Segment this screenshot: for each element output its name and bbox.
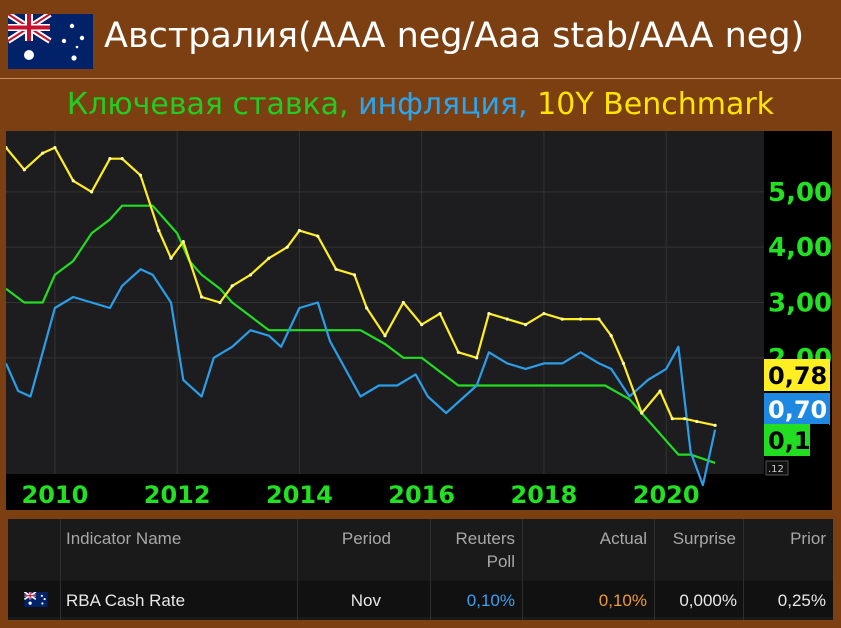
data-point [640,411,644,415]
chart-panel: 2,00 3,00 4,00 5,00 2010 2012 2014 2016 2018 2020… [4,131,832,510]
label-mask [810,424,829,462]
page-title: Австралия(AAA neg/Aaa stab/AAA neg) [104,16,805,56]
header-reuters-poll[interactable]: Reuters Poll [431,527,515,573]
data-point [71,179,75,183]
data-point [108,157,112,161]
data-point [658,389,662,393]
cell-surprise: 0,000% [679,591,737,610]
data-point [181,240,185,244]
data-point [157,228,161,233]
data-point [487,311,491,316]
data-point [267,256,271,260]
last-value-box [764,393,830,425]
data-point [523,323,528,327]
data-point [316,234,320,238]
data-point [682,417,687,421]
small-label-box [765,460,789,476]
subtitle-policy-rate: Ключевая ставка, [66,87,349,122]
header-reuters-line1: Reuters [455,529,515,548]
header-reuters-line2: Poll [486,552,515,571]
table-row[interactable] [8,581,833,617]
data-point [352,273,357,277]
cell-period: Nov [350,591,381,610]
data-point [200,295,204,299]
subtitle-bar: Ключевая ставка, инфляция, 10Y Benchmark [0,79,841,131]
data-point [285,245,289,249]
last-value-label: 0,70 [768,396,827,424]
data-point [218,300,222,305]
data-point [41,151,45,155]
data-point [456,350,460,354]
x-tick-label: 2012 [144,481,211,509]
last-value-box [764,424,818,456]
data-point [621,361,626,365]
header-indicator-name[interactable]: Indicator Name [66,529,182,548]
title-bar: Австралия(AAA neg/Aaa stab/AAA neg) [0,0,841,79]
data-point [475,356,479,360]
row-flag-icon [24,592,48,607]
data-point [542,311,546,316]
data-point [53,145,57,150]
cell-reuters-poll: 0,10% [466,591,515,610]
header-period[interactable]: Period [341,529,391,548]
data-point [169,256,173,260]
data-point [383,334,387,338]
y-tick-label: 3,00 [768,289,832,319]
y-tick-label: 4,00 [768,233,832,263]
data-point [248,273,253,277]
subtitle-benchmark: 10Y Benchmark [537,87,775,122]
data-point [420,323,424,327]
header-surprise[interactable]: Surprise [672,529,736,548]
series-line [4,268,717,487]
last-value-label: 0,1 [768,427,811,455]
data-point [401,300,405,305]
small-label: .12 [768,464,784,475]
data-point [89,190,94,194]
last-value-box [764,359,830,391]
data-point [695,419,699,424]
australia-flag-icon [8,14,93,69]
cell-prior: 0,25% [777,591,826,610]
chart-subtitle: Ключевая ставка, инфляция, 10Y Benchmark [0,87,841,122]
data-point [438,311,442,316]
data-point [120,157,124,161]
x-tick-label: 2014 [266,481,333,509]
subtitle-inflation: инфляция, [358,87,528,122]
data-point [505,317,509,321]
y-tick-label: 5,00 [768,178,832,208]
header-prior[interactable]: Prior [790,529,826,548]
x-tick-label: 2020 [633,481,700,509]
data-point [334,267,338,271]
data-point [597,317,601,321]
data-point [297,228,302,233]
cell-indicator[interactable]: RBA Cash Rate [66,591,186,610]
data-point [230,284,234,288]
data-point [22,168,26,172]
series-line [5,146,716,427]
indicator-table: Indicator Name Period Reuters Poll Actua… [8,519,833,620]
data-point [609,334,613,338]
data-point [365,306,369,310]
cell-actual: 0,10% [598,591,647,610]
series-line [5,204,716,464]
data-point [560,317,564,321]
data-point [138,173,143,177]
data-point [713,423,717,427]
data-point [579,317,583,321]
x-tick-label: 2010 [22,481,89,509]
data-point [4,145,8,150]
x-tick-label: 2018 [511,481,578,509]
data-point [670,417,674,421]
last-value-label: 0,78 [768,362,827,390]
x-tick-label: 2016 [388,481,455,509]
header-actual[interactable]: Actual [599,529,647,548]
